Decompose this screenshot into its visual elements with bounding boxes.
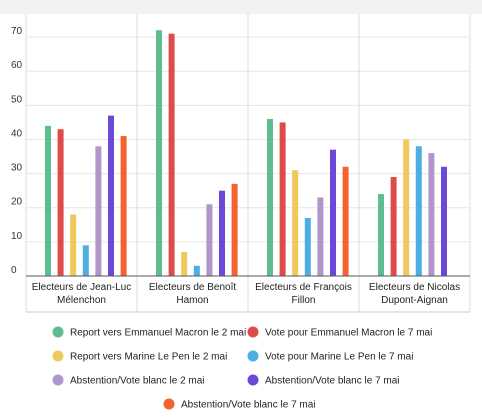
legend: Report vers Emmanuel Macron le 2 mai Vote…	[52, 326, 432, 411]
bar	[390, 177, 397, 276]
bar	[441, 166, 447, 276]
category-label: Electeurs de Benoît	[149, 282, 236, 293]
legend-item: Abstention/Vote blanc le 7 mai	[247, 374, 400, 387]
x-axis-categories: Electeurs de Jean-Luc Mélenchon Electeurs …	[32, 282, 460, 306]
legend-marker	[52, 326, 64, 338]
bar	[57, 129, 64, 276]
bar	[342, 166, 349, 276]
bars	[45, 30, 447, 277]
bar	[95, 146, 102, 276]
y-tick-label: 40	[11, 128, 23, 139]
bar	[267, 118, 273, 276]
category-label: Dupont-Aignan	[381, 295, 448, 306]
bar	[292, 170, 299, 276]
legend-label: Report vers Emmanuel Macron le 2 mai	[70, 328, 246, 339]
bar	[317, 197, 324, 276]
bar	[428, 153, 435, 276]
legend-marker	[247, 350, 259, 362]
y-tick-label: 0	[11, 265, 17, 276]
bar	[156, 30, 162, 276]
category-label: Electeurs de Jean-Luc	[32, 282, 132, 293]
category-label: Fillon	[292, 295, 316, 306]
bar	[304, 217, 311, 276]
group-separators	[25, 14, 471, 312]
legend-label: Vote pour Marine Le Pen le 7 mai	[265, 352, 413, 363]
bar	[70, 214, 77, 276]
legend-label: Abstention/Vote blanc le 7 mai	[265, 376, 400, 387]
legend-item: Report vers Marine Le Pen le 2 mai	[52, 350, 227, 363]
y-tick-label: 10	[11, 231, 23, 242]
legend-item: Vote pour Marine Le Pen le 7 mai	[247, 350, 413, 363]
y-tick-label: 50	[11, 94, 23, 105]
category-label: Electeurs de Nicolas	[369, 282, 460, 293]
bar	[219, 190, 225, 276]
legend-item: Abstention/Vote blanc le 2 mai	[52, 374, 205, 387]
y-tick-label: 70	[11, 26, 23, 37]
legend-label: Abstention/Vote blanc le 2 mai	[70, 376, 205, 387]
y-tick-label: 60	[11, 60, 23, 71]
bar	[403, 139, 410, 276]
bar	[279, 122, 286, 277]
bar	[193, 265, 200, 276]
y-axis-ticks: 0 10 20 30 40 50 60 70	[11, 26, 23, 276]
bar	[378, 194, 384, 276]
legend-marker	[247, 326, 259, 338]
legend-marker	[52, 350, 64, 362]
bar	[168, 33, 175, 276]
legend-item: Abstention/Vote blanc le 7 mai	[163, 398, 316, 411]
bar	[108, 115, 114, 276]
category-label: Electeurs de François	[255, 282, 352, 293]
bar	[330, 149, 336, 276]
category-label: Mélenchon	[57, 295, 106, 306]
top-bar	[0, 0, 482, 14]
legend-item: Vote pour Emmanuel Macron le 7 mai	[247, 326, 432, 339]
bar	[415, 146, 422, 276]
bar	[231, 183, 238, 276]
legend-label: Report vers Marine Le Pen le 2 mai	[70, 352, 227, 363]
bar	[181, 252, 188, 276]
y-tick-label: 20	[11, 197, 23, 208]
legend-label: Abstention/Vote blanc le 7 mai	[181, 400, 316, 411]
y-tick-label: 30	[11, 163, 23, 174]
bar	[120, 136, 127, 276]
bar	[206, 204, 213, 276]
legend-marker	[163, 398, 175, 410]
legend-marker	[52, 374, 64, 386]
legend-label: Vote pour Emmanuel Macron le 7 mai	[265, 328, 432, 339]
legend-marker	[247, 374, 259, 386]
bar	[45, 125, 51, 277]
bar	[82, 245, 89, 276]
category-label: Hamon	[176, 295, 208, 306]
legend-item: Report vers Emmanuel Macron le 2 mai	[52, 326, 246, 339]
